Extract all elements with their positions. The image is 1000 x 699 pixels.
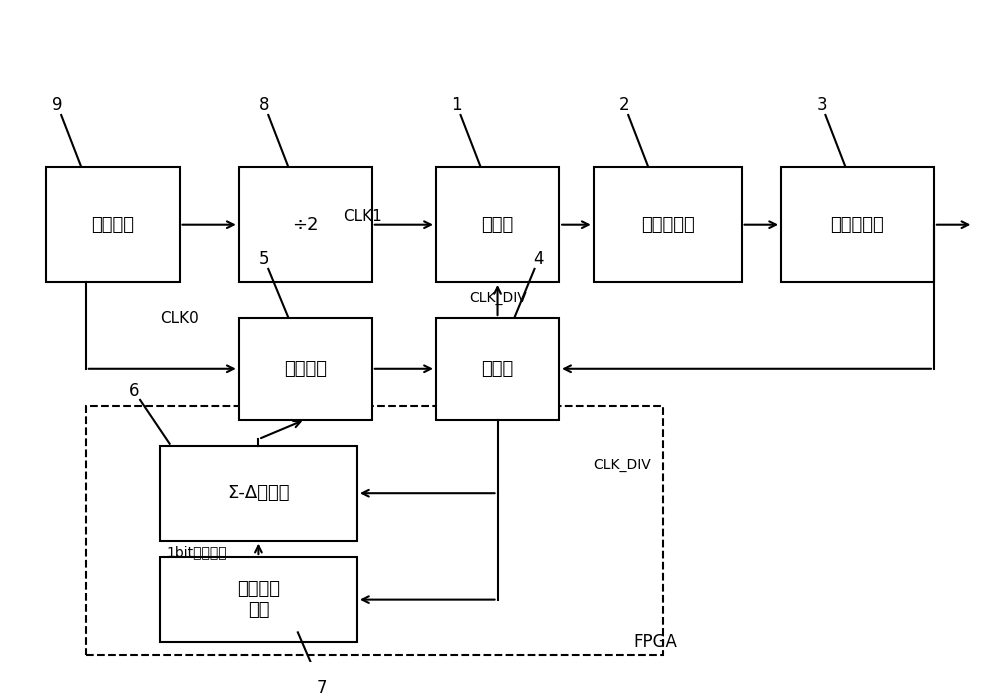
Text: CLK_DIV: CLK_DIV: [594, 459, 651, 473]
Bar: [436, 318, 559, 419]
Text: 1: 1: [452, 96, 462, 115]
Bar: [436, 167, 559, 282]
Text: 8: 8: [259, 96, 270, 115]
Text: 环路滤波器: 环路滤波器: [641, 216, 695, 233]
Bar: [781, 167, 934, 282]
Text: FPGA: FPGA: [633, 633, 677, 651]
Text: 7: 7: [316, 679, 327, 697]
Text: CLK_DIV: CLK_DIV: [469, 291, 527, 305]
Bar: [594, 167, 742, 282]
Text: ÷2: ÷2: [292, 216, 318, 233]
Text: 3: 3: [816, 96, 827, 115]
Text: 2: 2: [619, 96, 630, 115]
Text: 5: 5: [259, 250, 270, 268]
Text: 鉴相器: 鉴相器: [481, 216, 514, 233]
Text: CLK1: CLK1: [343, 209, 382, 224]
Text: 6: 6: [129, 382, 139, 400]
Bar: [160, 446, 357, 541]
Text: 9: 9: [52, 96, 63, 115]
Bar: [239, 318, 372, 419]
Text: 随机抖动
模块: 随机抖动 模块: [237, 580, 280, 619]
Text: 参考时钟: 参考时钟: [91, 216, 134, 233]
Text: 4: 4: [533, 250, 544, 268]
Bar: [160, 557, 357, 642]
Bar: [86, 406, 663, 655]
Text: Σ-Δ调制器: Σ-Δ调制器: [227, 484, 290, 502]
Text: 分频器: 分频器: [481, 360, 514, 377]
Bar: [239, 167, 372, 282]
Text: 压控振荡器: 压控振荡器: [831, 216, 884, 233]
Text: CLK0: CLK0: [160, 310, 199, 326]
Bar: [46, 167, 180, 282]
Text: 同步模块: 同步模块: [284, 360, 327, 377]
Text: 1bit随机序列: 1bit随机序列: [166, 545, 227, 559]
